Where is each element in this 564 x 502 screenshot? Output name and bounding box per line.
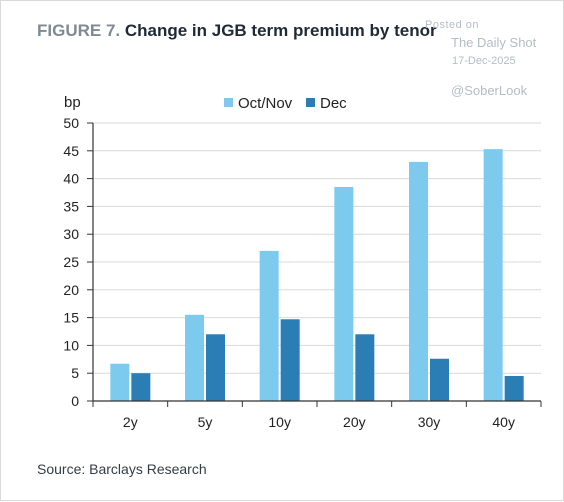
y-tick-label: 10 bbox=[63, 337, 79, 353]
axes: 0 5 10 15 20 25 30 35 40 45 50 2y 5y 10y 20y 30y 40y bp bbox=[63, 94, 542, 430]
y-tick-label: 45 bbox=[63, 143, 79, 159]
bars bbox=[110, 149, 524, 401]
y-tick-label: 40 bbox=[63, 171, 79, 187]
y-tick-label: 35 bbox=[63, 198, 79, 214]
y-axis-label: bp bbox=[64, 94, 81, 111]
watermark-handle: @SoberLook bbox=[451, 83, 528, 98]
y-tick-label: 25 bbox=[63, 254, 79, 270]
bar-series1-30y bbox=[409, 161, 428, 401]
figure-title: FIGURE 7. Change in JGB term premium by … bbox=[37, 21, 437, 41]
bar-series1-5y bbox=[185, 314, 204, 401]
y-tick-label: 20 bbox=[63, 282, 79, 298]
watermark-date: 17-Dec-2025 bbox=[452, 55, 516, 67]
x-tick-label: 20y bbox=[343, 414, 366, 430]
y-tick-label: 15 bbox=[63, 310, 79, 326]
y-tick-label: 50 bbox=[63, 115, 79, 131]
x-tick-label: 40y bbox=[492, 414, 515, 430]
x-tick-label: 30y bbox=[418, 414, 441, 430]
watermark-posted: Posted on bbox=[425, 19, 480, 31]
bar-series1-40y bbox=[483, 149, 503, 401]
x-tick-label: 2y bbox=[123, 414, 138, 430]
legend-label-2: Dec bbox=[320, 95, 347, 112]
legend: Oct/Nov Dec bbox=[224, 95, 347, 112]
source-note: Source: Barclays Research bbox=[37, 461, 207, 477]
bar-series2-30y bbox=[430, 358, 449, 401]
bar-series2-10y bbox=[280, 319, 300, 401]
bar-series2-5y bbox=[206, 334, 225, 401]
watermark-site: The Daily Shot bbox=[451, 35, 537, 50]
bar-series2-40y bbox=[504, 375, 524, 401]
x-tick-label: 5y bbox=[198, 414, 213, 430]
figure-label: FIGURE 7. bbox=[37, 21, 121, 40]
y-tick-label: 5 bbox=[71, 365, 79, 381]
legend-swatch-2 bbox=[306, 98, 315, 107]
x-tick-label: 10y bbox=[268, 414, 291, 430]
bar-series2-20y bbox=[355, 334, 375, 401]
figure-title-text: Change in JGB term premium by tenor bbox=[124, 21, 437, 40]
bar-series2-2y bbox=[131, 373, 151, 401]
bar-series1-2y bbox=[110, 363, 130, 401]
legend-label-1: Oct/Nov bbox=[238, 95, 293, 112]
y-tick-label: 0 bbox=[71, 393, 79, 409]
legend-swatch-1 bbox=[224, 98, 233, 107]
bar-series1-10y bbox=[259, 250, 279, 401]
y-tick-label: 30 bbox=[63, 226, 79, 242]
bar-series1-20y bbox=[334, 186, 354, 401]
grid-lines bbox=[93, 122, 541, 374]
